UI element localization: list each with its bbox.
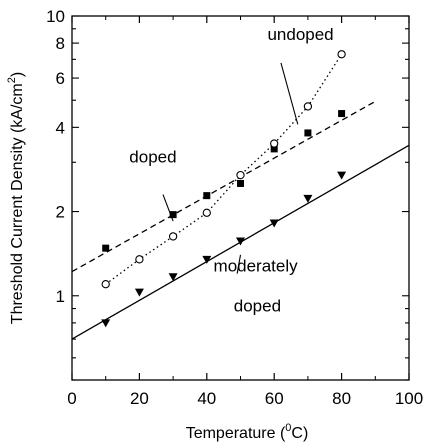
marker-moderately-doped-40 [202, 255, 212, 264]
x-tick-label-100: 100 [395, 389, 423, 408]
annotation-undoped-0: undoped [267, 25, 333, 44]
marker-undoped-40 [202, 208, 211, 217]
marker-doped-60 [270, 145, 278, 153]
x-axis: 0 20 40 60 80 100 [67, 16, 423, 408]
marker-doped-80 [338, 110, 346, 118]
marker-moderately-doped-20 [134, 288, 144, 297]
marker-undoped-30 [168, 232, 178, 241]
annotation-pointer-doped-1 [162, 194, 174, 222]
marker-doped-70 [304, 129, 312, 137]
x-tick-label-40: 40 [197, 389, 216, 408]
fit-line-undoped [105, 53, 343, 285]
y-axis: 1 2 4 6 8 10 [46, 7, 409, 381]
marker-undoped-50 [236, 170, 245, 180]
marker-moderately-doped-30 [168, 273, 178, 282]
marker-undoped-70 [303, 102, 313, 111]
marker-undoped-60 [270, 139, 279, 148]
marker-moderately-doped-50 [236, 237, 245, 246]
data-markers [101, 50, 347, 328]
y-tick-label-2: 2 [56, 203, 65, 222]
marker-doped-40 [203, 192, 211, 200]
fit-line-doped [71, 100, 376, 273]
y-tick-label-8: 8 [56, 34, 65, 53]
plot-frame [71, 15, 410, 381]
x-tick-label-80: 80 [332, 389, 351, 408]
x-axis-title: Temperature (0C) [186, 422, 309, 442]
marker-doped-10 [102, 244, 110, 252]
marker-doped-30 [169, 211, 177, 219]
marker-moderately-doped-70 [303, 194, 313, 203]
marker-undoped-20 [135, 255, 144, 264]
annotation-pointer-undoped-0 [280, 62, 299, 125]
plot-area [71, 15, 410, 381]
x-tick-label-60: 60 [265, 389, 284, 408]
annotation-pointer-doped-3 [236, 254, 242, 274]
marker-undoped-10 [101, 280, 110, 289]
marker-moderately-doped-60 [269, 219, 279, 228]
y-tick-label-4: 4 [56, 118, 65, 137]
y-axis-title-superscript: 2 [6, 77, 18, 83]
annotation-moderately-2: moderately [214, 257, 299, 276]
marker-moderately-doped-80 [337, 171, 347, 180]
marker-moderately-doped-10 [101, 319, 111, 328]
y-tick-label-6: 6 [56, 69, 65, 88]
y-tick-label-1: 1 [56, 287, 65, 306]
y-axis-title: Threshold Current Density (kA/cm2) [6, 72, 26, 324]
annotations: undoped doped moderately doped [129, 25, 333, 315]
y-tick-label-10: 10 [46, 7, 65, 26]
annotation-doped-1: doped [129, 147, 176, 166]
marker-undoped-80 [337, 50, 346, 59]
x-tick-label-20: 20 [130, 389, 149, 408]
marker-doped-50 [237, 179, 244, 187]
annotation-doped-3: doped [234, 296, 281, 315]
x-tick-label-0: 0 [67, 389, 76, 408]
x-axis-title-superscript: 0 [285, 422, 291, 434]
